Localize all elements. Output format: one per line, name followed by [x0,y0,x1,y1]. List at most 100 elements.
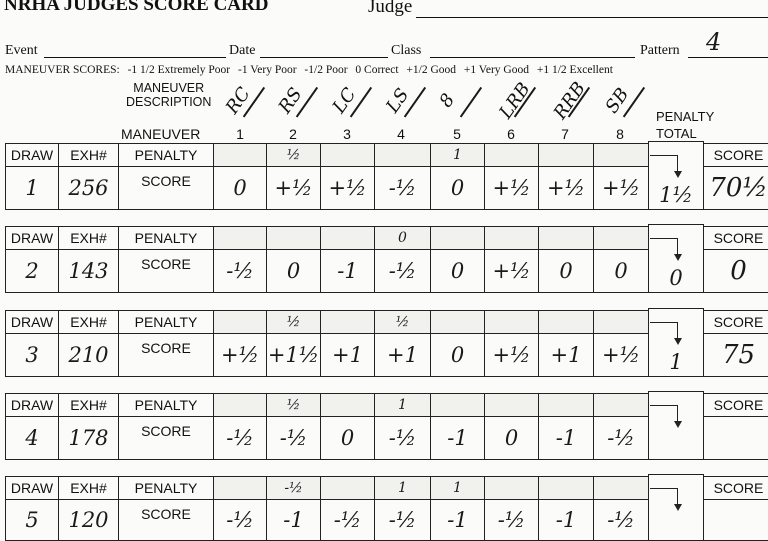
penalty-cell[interactable]: ½ [266,310,321,334]
total-score-cell[interactable]: 0 [703,249,768,293]
penalty-cell[interactable] [266,226,321,250]
penalty-cell[interactable] [538,393,594,417]
maneuver-score-cell[interactable]: +½ [213,333,267,377]
maneuver-score-cell[interactable]: -½ [484,499,539,541]
maneuver-score-cell[interactable]: -½ [213,249,267,293]
penalty-cell[interactable] [320,476,375,500]
penalty-cell[interactable] [484,476,539,500]
penalty-cell[interactable] [484,310,539,334]
maneuver-score-cell[interactable]: -1 [538,499,594,541]
penalty-cell[interactable] [213,143,267,167]
penalty-cell[interactable]: 1 [374,476,431,500]
penalty-cell[interactable] [484,143,539,167]
maneuver-score-cell[interactable]: -½ [593,499,649,541]
maneuver-score-cell[interactable]: 0 [538,249,594,293]
penalty-cell[interactable] [593,143,649,167]
maneuver-score-cell[interactable]: -½ [374,416,431,460]
penalty-cell[interactable]: 0 [374,226,431,250]
penalty-cell[interactable] [320,310,375,334]
exh-number[interactable]: 120 [58,499,119,541]
maneuver-score-cell[interactable]: -½ [213,499,267,541]
maneuver-score-cell[interactable]: 0 [320,416,375,460]
maneuver-score-cell[interactable]: 0 [266,249,321,293]
event-field[interactable] [44,44,226,58]
penalty-cell[interactable] [430,310,485,334]
exh-number[interactable]: 178 [58,416,119,460]
total-score-cell[interactable]: 70½ [703,166,768,210]
draw-number[interactable]: 4 [5,416,59,460]
maneuver-score-cell[interactable]: -½ [374,249,431,293]
maneuver-score-cell[interactable]: 0 [430,249,485,293]
pattern-field[interactable] [688,44,768,58]
maneuver-score-cell[interactable]: -½ [266,416,321,460]
penalty-cell[interactable] [593,476,649,500]
maneuver-score-cell[interactable]: 0 [593,249,649,293]
penalty-cell[interactable] [538,226,594,250]
maneuver-score-cell[interactable]: +½ [484,333,539,377]
exh-number[interactable]: 143 [58,249,119,293]
total-score-cell[interactable]: 75 [703,333,768,377]
penalty-cell[interactable] [320,226,375,250]
maneuver-score-cell[interactable]: -1 [430,499,485,541]
penalty-cell[interactable] [593,226,649,250]
maneuver-score-cell[interactable]: +1 [374,333,431,377]
penalty-cell[interactable] [213,393,267,417]
maneuver-score-cell[interactable]: -½ [213,416,267,460]
total-score-cell[interactable] [703,416,768,460]
maneuver-score-cell[interactable]: 0 [430,333,485,377]
maneuver-score-cell[interactable]: +1 [538,333,594,377]
maneuver-score-cell[interactable]: -1 [266,499,321,541]
exh-number[interactable]: 210 [58,333,119,377]
penalty-cell[interactable] [484,226,539,250]
penalty-cell[interactable]: 1 [374,393,431,417]
penalty-cell[interactable] [430,226,485,250]
maneuver-score-cell[interactable]: +½ [538,166,594,210]
penalty-cell[interactable]: ½ [266,143,321,167]
maneuver-score-cell[interactable]: +1 [320,333,375,377]
maneuver-score-cell[interactable]: -1 [538,416,594,460]
penalty-cell[interactable]: ½ [374,310,431,334]
draw-number[interactable]: 5 [5,499,59,541]
penalty-cell[interactable] [213,310,267,334]
judge-field[interactable] [416,2,768,18]
maneuver-score-cell[interactable]: +½ [320,166,375,210]
penalty-cell[interactable]: 1 [430,476,485,500]
penalty-cell[interactable] [213,226,267,250]
draw-number[interactable]: 2 [5,249,59,293]
penalty-cell[interactable] [430,393,485,417]
maneuver-score-cell[interactable]: +½ [484,166,539,210]
maneuver-score-cell[interactable]: -½ [320,499,375,541]
maneuver-score-cell[interactable]: -½ [374,499,431,541]
total-score-cell[interactable] [703,499,768,541]
maneuver-score-cell[interactable]: +½ [593,333,649,377]
penalty-cell[interactable] [538,143,594,167]
penalty-cell[interactable] [374,143,431,167]
maneuver-score-cell[interactable]: -1 [430,416,485,460]
exh-number[interactable]: 256 [58,166,119,210]
penalty-cell[interactable] [593,393,649,417]
penalty-cell[interactable] [213,476,267,500]
draw-number[interactable]: 1 [5,166,59,210]
penalty-cell[interactable] [484,393,539,417]
date-field[interactable] [260,44,388,58]
maneuver-score-cell[interactable]: 0 [484,416,539,460]
penalty-cell[interactable]: -½ [266,476,321,500]
maneuver-score-cell[interactable]: +½ [593,166,649,210]
draw-number[interactable]: 3 [5,333,59,377]
maneuver-score-cell[interactable]: -1 [320,249,375,293]
maneuver-score-cell[interactable]: +½ [266,166,321,210]
maneuver-score-cell[interactable]: +½ [484,249,539,293]
penalty-cell[interactable]: ½ [266,393,321,417]
maneuver-score-cell[interactable]: 0 [213,166,267,210]
penalty-cell[interactable] [593,310,649,334]
penalty-cell[interactable] [320,393,375,417]
class-field[interactable] [430,44,635,58]
maneuver-score-cell[interactable]: +1½ [266,333,321,377]
penalty-cell[interactable] [320,143,375,167]
penalty-cell[interactable] [538,476,594,500]
maneuver-score-cell[interactable]: -½ [593,416,649,460]
penalty-cell[interactable]: 1 [430,143,485,167]
maneuver-score-cell[interactable]: -½ [374,166,431,210]
penalty-total-cell[interactable]: 1½ [648,141,704,210]
maneuver-score-cell[interactable]: 0 [430,166,485,210]
